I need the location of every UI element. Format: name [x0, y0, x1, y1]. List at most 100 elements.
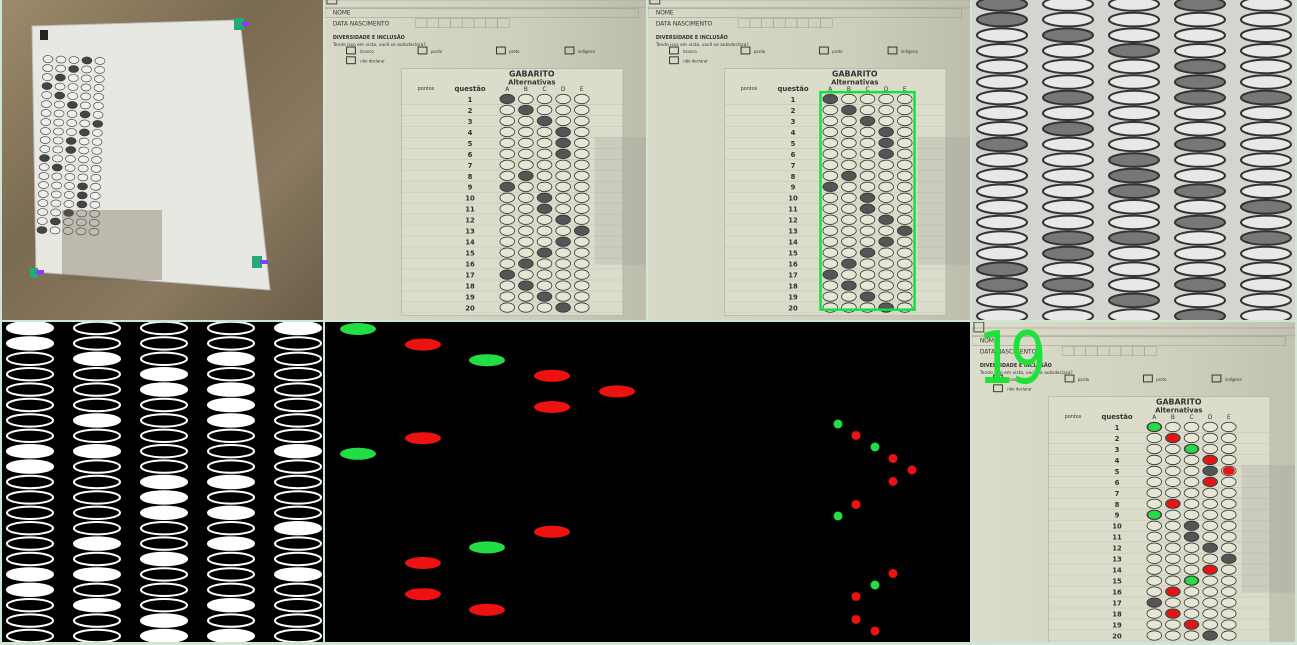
threshold-bubble [140, 459, 188, 474]
question-number: 11 [788, 206, 798, 214]
zoom-bubble [1174, 105, 1226, 121]
question-number: 5 [468, 140, 473, 148]
answer-bubble [499, 203, 516, 214]
answer-bubble [878, 291, 894, 302]
col-pontos: pontos [741, 86, 758, 92]
photo-bubble [77, 164, 89, 173]
answer-bubble [1146, 520, 1163, 531]
answer-bubble [859, 126, 876, 138]
answer-bubble [897, 170, 913, 181]
answer-bubble [1146, 476, 1163, 487]
zoom-bubble [1108, 136, 1160, 153]
answer-bubble [536, 126, 553, 138]
question-number: 16 [465, 261, 475, 269]
answer-bubble [859, 214, 876, 225]
mask-answer [405, 588, 441, 601]
photo-bubble [80, 83, 92, 92]
threshold-bubble [207, 367, 255, 382]
threshold-bubble [207, 551, 255, 567]
answer-bubble [859, 236, 876, 247]
mask-dot [851, 615, 861, 624]
threshold-bubble [274, 382, 322, 397]
answer-mask-panel [325, 322, 970, 642]
answer-bubble [555, 104, 571, 116]
threshold-bubble [73, 428, 121, 444]
question-number: 16 [1112, 589, 1122, 597]
answer-bubble [518, 104, 534, 116]
zoom-bubble [976, 11, 1028, 28]
zoom-bubble [1108, 74, 1160, 90]
answer-bubble [1202, 619, 1218, 630]
shadow [917, 137, 970, 265]
opt-pardo: pardo [1078, 377, 1090, 382]
answer-bubble [1221, 586, 1237, 597]
zoom-bubble [1108, 199, 1160, 215]
date-cell [461, 18, 475, 28]
threshold-bubble [274, 536, 322, 551]
zoom-bubble [976, 167, 1028, 184]
photo-bubble [89, 192, 101, 200]
warped-sheet-panel: NOME DATA NASCIMENTO DIVERSIDADE E INCLUSÃ… [325, 0, 646, 320]
photo-bubble [68, 65, 79, 73]
photo-bubble [38, 163, 50, 171]
zoom-bubble [1174, 0, 1226, 12]
answer-bubble [878, 214, 894, 225]
field-nome: NOME [333, 11, 351, 17]
photo-bubble [88, 219, 100, 227]
answer-bubble [859, 291, 876, 302]
photo-bubble [63, 191, 75, 199]
zoom-bubble [1174, 245, 1226, 262]
zoom-bubble [1042, 0, 1094, 12]
photo-bubble [64, 164, 76, 172]
answer-bubble [841, 126, 857, 138]
answer-bubble [822, 247, 839, 258]
zoom-bubble [1042, 121, 1094, 137]
photo-bubble [55, 55, 67, 64]
question-number: 2 [1115, 435, 1120, 443]
zoom-bubble [976, 183, 1028, 199]
question-number: 9 [1115, 512, 1120, 520]
question-number: 17 [788, 272, 798, 280]
threshold-bubble [274, 397, 322, 413]
opt-indigena: indígena [578, 49, 595, 54]
answer-bubble [878, 170, 894, 181]
date-cell [473, 18, 486, 28]
answer-bubble [1146, 608, 1163, 619]
mask-dot [870, 626, 880, 636]
answer-bubble [822, 126, 839, 138]
threshold-bubble [6, 459, 54, 474]
question-number: 14 [788, 239, 798, 247]
question-number: 3 [1115, 446, 1120, 454]
photo-bubble [92, 111, 104, 119]
opt-preto: preto [509, 49, 520, 54]
zoom-bubble [1240, 292, 1292, 309]
camera-photo-panel [2, 0, 323, 320]
answer-bubble [536, 170, 553, 181]
bubble-crop [976, 0, 1292, 320]
answer-bubble [878, 93, 894, 105]
letter-header: D [1208, 415, 1213, 421]
detected-region-panel: NOME DATA NASCIMENTO DIVERSIDADE E INCLUSÃ… [648, 0, 970, 320]
zoom-bubble [1042, 11, 1094, 28]
answer-bubble [499, 225, 516, 236]
zoom-bubble [1108, 121, 1160, 137]
answer-bubble [574, 137, 590, 148]
threshold-bubble [274, 505, 322, 521]
photo-bubble [50, 208, 61, 217]
answer-bubble [897, 115, 913, 127]
photo-bubble [80, 92, 91, 101]
threshold-bubble [6, 567, 54, 582]
answer-bubble [897, 148, 913, 159]
answer-bubble [1183, 531, 1200, 542]
answer-bubble [1221, 443, 1237, 455]
zoom-bubble [1042, 261, 1094, 278]
zoom-bubble [1108, 43, 1160, 59]
checkbox [564, 46, 575, 55]
answer-bubble [822, 192, 839, 203]
photo-bubble [42, 64, 53, 72]
threshold-bubble [207, 628, 255, 642]
mask-answer [340, 323, 376, 335]
opt-pardo: pardo [431, 49, 443, 54]
threshold-bubble [274, 567, 322, 582]
zoom-bubble [1240, 74, 1292, 90]
